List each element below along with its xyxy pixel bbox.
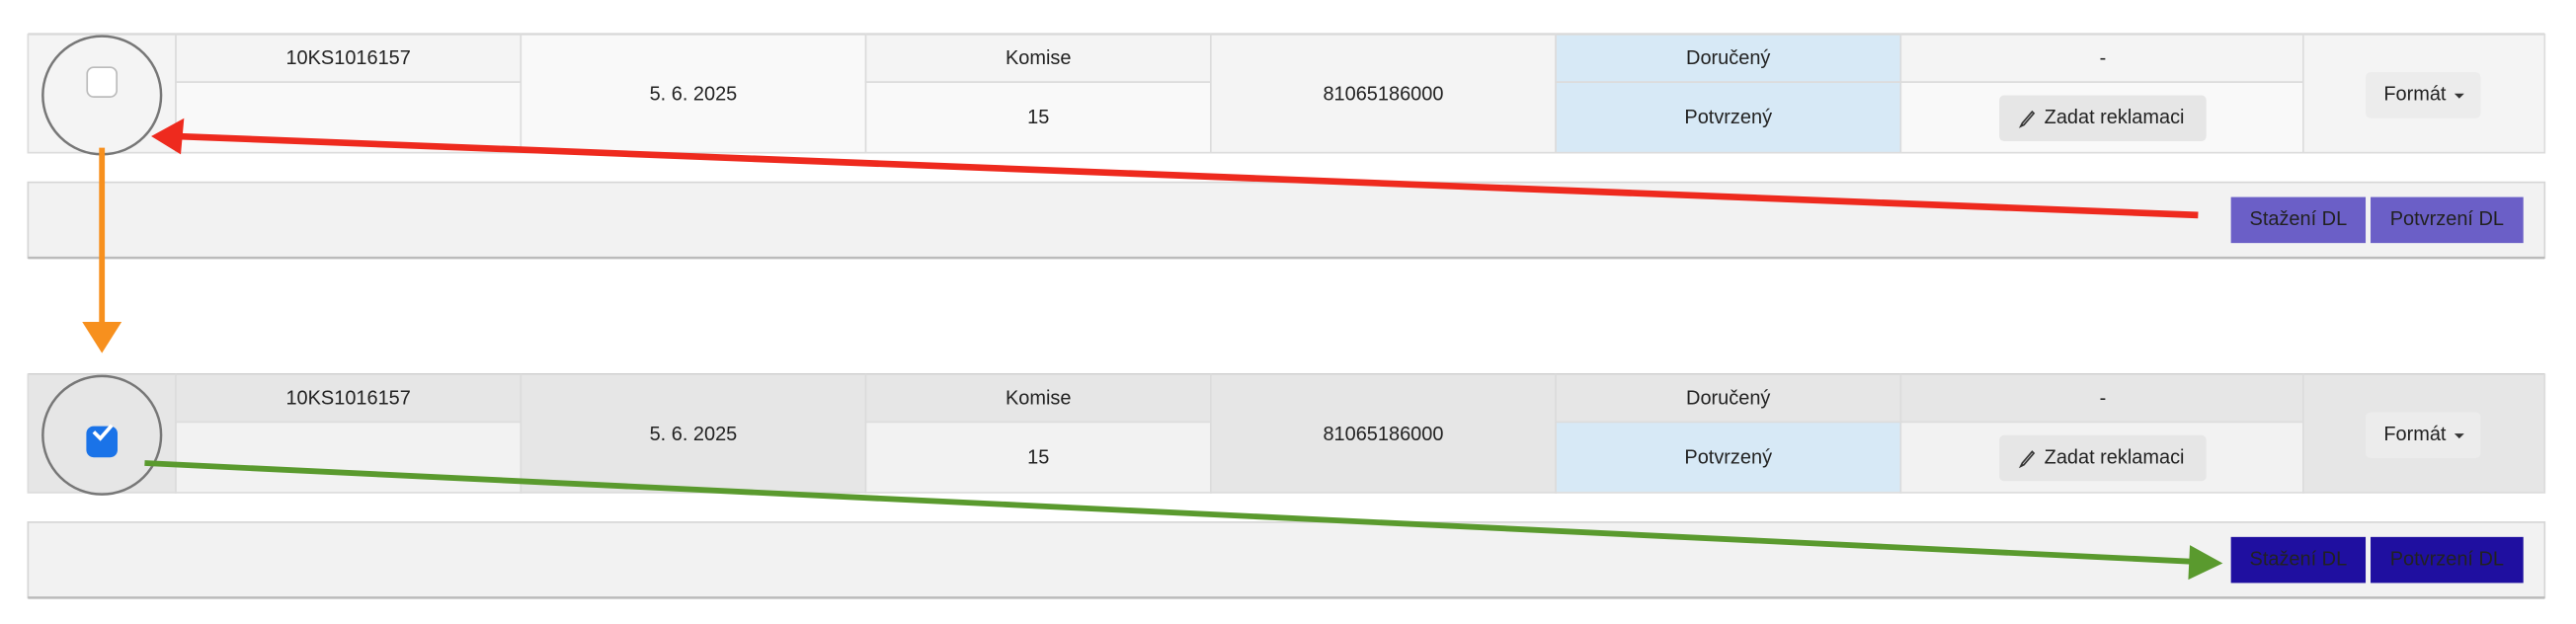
format-label: Formát <box>2383 84 2447 106</box>
table-cell <box>1210 373 1557 494</box>
action-button-label: Potvrzení DL <box>2390 548 2504 570</box>
caret <box>2454 93 2464 99</box>
action-button[interactable] <box>2230 536 2367 584</box>
status-top: Doručený <box>1686 387 1770 409</box>
complaint-button[interactable] <box>1999 434 2207 482</box>
dash: - <box>2100 47 2107 69</box>
annotations <box>41 35 2223 581</box>
action-button-label: Potvrzení DL <box>2390 208 2504 230</box>
caret <box>2454 433 2464 439</box>
orange-arrowhead <box>82 321 122 353</box>
button-bar <box>27 181 2546 259</box>
number-link[interactable]: 81065186000 <box>1323 424 1443 445</box>
type: Komise <box>1006 387 1071 409</box>
action-button-label: Stažení DL <box>2250 208 2348 230</box>
quantity: 15 <box>1027 107 1049 128</box>
order-link[interactable]: 10KS1016157 <box>285 387 410 409</box>
action-button[interactable] <box>2371 196 2524 244</box>
pencil-icon <box>2018 450 2036 469</box>
type: Komise <box>1006 47 1071 69</box>
table-cell <box>1555 421 1902 494</box>
green-arrowhead <box>2188 545 2223 581</box>
format-label: Formát <box>2383 424 2447 445</box>
table-row: 10KS1016157 5. 6. 2025 Komise 15 81065186000… <box>27 372 2546 599</box>
table-cell <box>175 421 523 494</box>
action-button[interactable] <box>2230 196 2367 244</box>
table-cell <box>175 373 523 424</box>
green-arrow <box>144 460 2194 565</box>
quantity: 15 <box>1027 446 1049 468</box>
complaint-label: Zadat reklamaci <box>2045 446 2185 468</box>
complaint-button[interactable] <box>1999 95 2207 142</box>
checkbox[interactable] <box>86 66 119 98</box>
format-button[interactable] <box>2366 72 2481 118</box>
table-cell <box>864 81 1212 154</box>
format-button[interactable] <box>2366 412 2481 459</box>
table-cell <box>520 373 867 494</box>
complaint-label: Zadat reklamaci <box>2045 107 2185 128</box>
table-cell <box>1555 81 1902 154</box>
table-cell <box>175 34 523 83</box>
status-bottom: Potvrzený <box>1684 107 1772 128</box>
table-cell <box>1899 34 2304 83</box>
table-cell <box>1899 373 2304 424</box>
action-button-label: Stažení DL <box>2250 548 2348 570</box>
number-link[interactable]: 81065186000 <box>1323 84 1443 106</box>
highlight-circle <box>41 374 163 496</box>
red-arrowhead <box>151 117 185 155</box>
status-top: Doručený <box>1686 47 1770 69</box>
date: 5. 6. 2025 <box>650 84 738 106</box>
date: 5. 6. 2025 <box>650 424 738 445</box>
status-bottom: Potvrzený <box>1684 446 1772 468</box>
pencil-icon <box>2018 110 2036 128</box>
table-row: 10KS1016157 5. 6. 2025 Komise 15 81065186000… <box>27 33 2546 260</box>
dash: - <box>2100 387 2107 409</box>
action-button[interactable] <box>2371 536 2524 584</box>
table-cell <box>864 421 1212 494</box>
order-link[interactable]: 10KS1016157 <box>285 47 410 69</box>
checkmark <box>92 424 114 441</box>
red-arrow <box>177 132 2199 219</box>
checkbox[interactable] <box>86 426 119 458</box>
